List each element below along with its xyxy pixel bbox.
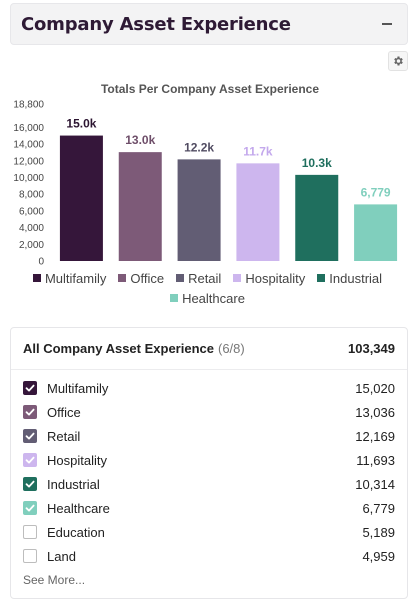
bar-hospitality[interactable] [236, 163, 280, 261]
list-item-value: 4,959 [362, 548, 395, 564]
y-tick-label: 12,000 [13, 156, 44, 167]
y-axis: 0 2,000 4,000 6,000 8,000 10,000 12,000 14,000 1… [13, 100, 44, 268]
list-item-value: 12,169 [355, 428, 395, 444]
list-item-label: Healthcare [47, 500, 110, 516]
list-item-value: 13,036 [355, 404, 395, 420]
y-tick-label: 10,000 [13, 173, 44, 184]
bar-industrial[interactable] [295, 174, 339, 261]
bar-office[interactable] [118, 152, 162, 261]
check-icon [25, 432, 35, 440]
list-item: Multifamily 15,020 [11, 376, 407, 400]
list-item-label: Retail [47, 428, 81, 444]
checkbox-land[interactable] [23, 549, 37, 563]
y-tick-label: 16,000 [13, 123, 44, 134]
legend-label: Industrial [329, 270, 383, 286]
summary-title: All Company Asset Experience (6/8) [23, 341, 245, 356]
checkbox-office[interactable] [23, 405, 37, 419]
checkbox-retail[interactable] [23, 429, 37, 443]
y-tick-label: 2,000 [19, 240, 44, 251]
bar-data-label: 11.7k [243, 144, 273, 158]
bar-labels: 15.0k 13.0k 12.2k 11.7k 10.3k 6,779 [66, 117, 391, 200]
gear-icon [394, 56, 403, 66]
bar-chart-svg: Totals Per Company Asset Experience 0 2,0… [13, 82, 398, 268]
legend-item-healthcare[interactable]: Healthcare [170, 290, 245, 306]
list-item-label: Multifamily [47, 380, 109, 396]
summary-list: Multifamily 15,020 Office 13,036 Retail 12,16… [11, 370, 407, 568]
checkbox-industrial[interactable] [23, 477, 37, 491]
bar-data-label: 15.0k [66, 117, 96, 131]
panel-title: Company Asset Experience [21, 13, 291, 35]
y-tick-label: 6,000 [19, 206, 44, 217]
list-item-label: Hospitality [47, 452, 107, 468]
list-item: Education 5,189 [11, 520, 407, 544]
legend-label: Office [130, 270, 165, 286]
list-item-value: 10,314 [355, 476, 395, 492]
list-item: Industrial 10,314 [11, 472, 407, 496]
summary-header: All Company Asset Experience (6/8) 103,34… [11, 328, 407, 370]
checkbox-hospitality[interactable] [23, 453, 37, 467]
summary-count: (6/8) [217, 341, 245, 356]
summary-total: 103,349 [348, 341, 395, 356]
legend-swatch [176, 274, 185, 282]
list-item: Hospitality 11,693 [11, 448, 407, 472]
checkbox-education[interactable] [23, 525, 37, 539]
check-icon [25, 456, 35, 464]
check-icon [25, 408, 35, 416]
y-tick-label: 4,000 [19, 223, 44, 234]
panel-header: Company Asset Experience [10, 3, 408, 45]
list-item-value: 11,693 [356, 452, 395, 468]
y-tick-label: 0 [38, 257, 44, 268]
bar-data-label: 12.2k [184, 140, 214, 154]
bar-data-label: 13.0k [125, 133, 155, 147]
legend-swatch [118, 274, 127, 282]
legend-label: Hospitality [245, 270, 306, 286]
y-tick-label: 14,000 [13, 140, 44, 151]
check-icon [25, 504, 35, 512]
legend-label: Multifamily [44, 270, 107, 286]
bars [59, 135, 398, 261]
list-item-label: Office [47, 404, 81, 420]
summary-title-text: All Company Asset Experience [23, 341, 214, 356]
check-icon [25, 384, 35, 392]
legend-item-multifamily[interactable]: Multifamily [32, 270, 107, 286]
list-item: Office 13,036 [11, 400, 407, 424]
list-item-label: Education [47, 524, 105, 540]
summary-card: All Company Asset Experience (6/8) 103,34… [10, 327, 408, 599]
bar-multifamily[interactable] [59, 135, 103, 261]
legend-item-hospitality[interactable]: Hospitality [233, 270, 305, 286]
list-item: Land 4,959 [11, 544, 407, 568]
legend-swatch [317, 274, 326, 282]
y-tick-label: 8,000 [19, 190, 44, 201]
collapse-button[interactable] [377, 14, 397, 34]
legend-item-retail[interactable]: Retail [176, 270, 221, 286]
list-item: Healthcare 6,779 [11, 496, 407, 520]
y-tick-label: 18,800 [13, 100, 44, 111]
legend-swatch [170, 294, 179, 302]
checkbox-healthcare[interactable] [23, 501, 37, 515]
chart-title: Totals Per Company Asset Experience [101, 82, 319, 96]
see-more-link[interactable]: See More... [23, 573, 86, 587]
chart-settings-button[interactable] [388, 51, 408, 71]
legend-swatch [233, 274, 242, 282]
bar-data-label: 10.3k [302, 156, 332, 170]
legend-swatch [32, 274, 41, 282]
list-item: Retail 12,169 [11, 424, 407, 448]
legend-item-industrial[interactable]: Industrial [317, 270, 382, 286]
bar-data-label: 6,779 [361, 185, 391, 199]
checkbox-multifamily[interactable] [23, 381, 37, 395]
check-icon [25, 480, 35, 488]
bar-chart: Totals Per Company Asset Experience 0 2,0… [0, 76, 415, 316]
list-item-label: Industrial [47, 476, 100, 492]
legend-label: Healthcare [182, 290, 245, 306]
list-item-value: 6,779 [362, 500, 395, 516]
list-item-label: Land [47, 548, 76, 564]
legend-label: Retail [188, 270, 222, 286]
list-item-value: 15,020 [355, 380, 395, 396]
chart-legend: Multifamily Office Retail Hospitality Indust… [10, 270, 405, 306]
legend-item-office[interactable]: Office [118, 270, 164, 286]
list-item-value: 5,189 [362, 524, 395, 540]
minus-icon [382, 23, 392, 25]
bar-retail[interactable] [177, 159, 221, 261]
bar-healthcare[interactable] [354, 204, 398, 261]
